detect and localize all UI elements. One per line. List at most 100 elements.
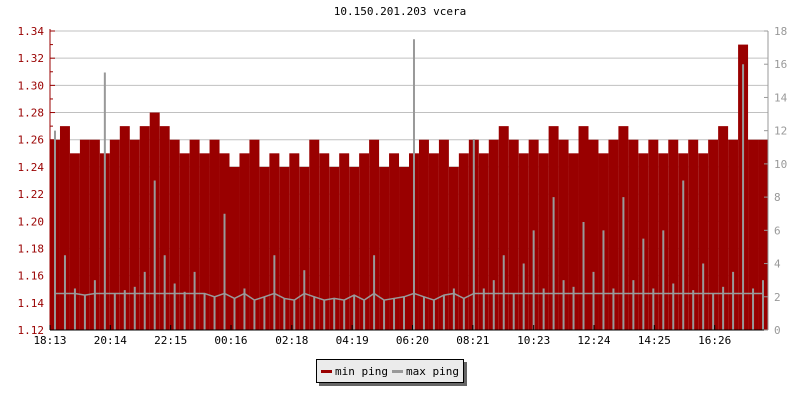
x-tick-label: 14:25	[638, 334, 671, 347]
y-left-tick-label: 1.18	[18, 242, 45, 255]
min-ping-bar	[199, 153, 210, 330]
legend-swatch-min	[321, 369, 332, 373]
min-ping-bar	[688, 139, 699, 330]
y-right-tick-label: 0	[774, 324, 781, 337]
y-right-tick-label: 18	[774, 25, 787, 38]
min-ping-bar	[239, 153, 250, 330]
min-ping-bar	[339, 153, 350, 330]
min-ping-bar	[169, 139, 180, 330]
y-right-tick-label: 10	[774, 158, 787, 171]
y-right-tick-label: 4	[774, 258, 781, 271]
x-tick-label: 20:14	[94, 334, 127, 347]
min-ping-bar	[758, 139, 768, 330]
min-ping-bar	[159, 126, 170, 331]
min-ping-bar	[79, 139, 90, 330]
min-ping-bar	[488, 139, 499, 330]
min-ping-bar	[728, 139, 739, 330]
min-ping-bar	[628, 139, 639, 330]
min-ping-bar	[568, 153, 579, 330]
y-left-tick-label: 1.20	[18, 215, 45, 228]
min-ping-bar	[448, 166, 459, 330]
min-ping-bar	[718, 126, 729, 331]
x-tick-label: 10:23	[517, 334, 550, 347]
min-ping-bar	[259, 166, 270, 330]
min-ping-bar	[588, 139, 599, 330]
y-left-tick-label: 1.22	[18, 188, 45, 201]
min-ping-bar	[69, 153, 80, 330]
y-right-tick-label: 2	[774, 291, 781, 304]
min-ping-bar	[608, 139, 619, 330]
min-ping-bar	[379, 166, 390, 330]
min-ping-bar	[508, 139, 519, 330]
legend: min ping max ping	[316, 359, 464, 383]
min-ping-bar	[179, 153, 190, 330]
x-tick-label: 00:16	[214, 334, 247, 347]
y-right-tick-label: 12	[774, 125, 787, 138]
x-tick-label: 08:21	[456, 334, 489, 347]
min-ping-bar	[478, 153, 489, 330]
min-ping-bar	[558, 139, 569, 330]
min-ping-bar	[119, 126, 130, 331]
legend-item-max: max ping	[391, 364, 459, 378]
min-ping-bar	[418, 139, 429, 330]
min-ping-bar	[139, 126, 150, 331]
min-ping-bar	[89, 139, 100, 330]
y-left-tick-label: 1.16	[18, 270, 45, 283]
min-ping-bar	[269, 153, 280, 330]
y-left-tick-label: 1.26	[18, 134, 45, 147]
min-ping-bar	[698, 153, 709, 330]
legend-item-min: min ping	[321, 365, 388, 378]
min-ping-bar	[538, 153, 549, 330]
min-ping-bar	[458, 153, 469, 330]
x-tick-label: 16:26	[698, 334, 731, 347]
min-ping-bar	[319, 153, 330, 330]
y-right-tick-label: 14	[774, 91, 788, 104]
min-ping-bar	[349, 166, 360, 330]
x-tick-label: 22:15	[154, 334, 187, 347]
y-left-tick-label: 1.30	[18, 79, 45, 92]
min-ping-bar	[518, 153, 529, 330]
min-ping-bar	[289, 153, 300, 330]
x-tick-label: 18:13	[33, 334, 66, 347]
legend-swatch-max	[391, 369, 403, 373]
min-ping-bar	[708, 139, 719, 330]
min-ping-bar	[189, 139, 200, 330]
legend-label-max: max ping	[405, 364, 459, 378]
min-ping-bar	[329, 166, 340, 330]
min-ping-bar	[209, 139, 220, 330]
min-ping-bar	[249, 139, 260, 330]
min-ping-bar	[309, 139, 320, 330]
y-right-tick-label: 8	[774, 191, 781, 204]
min-ping-bar	[229, 166, 240, 330]
min-ping-bar	[399, 166, 409, 330]
min-ping-bar	[279, 166, 290, 330]
x-tick-label: 12:24	[577, 334, 610, 347]
min-ping-bar	[498, 126, 509, 331]
chart-title: 10.150.201.203 vcera	[333, 5, 467, 18]
x-tick-label: 06:20	[396, 334, 429, 347]
min-ping-bar	[59, 126, 70, 331]
y-right-tick-label: 16	[774, 58, 787, 71]
min-ping-bar	[438, 139, 449, 330]
min-ping-bar	[109, 139, 120, 330]
min-ping-bar	[428, 153, 439, 330]
y-left-tick-label: 1.34	[18, 25, 45, 38]
legend-label-min: min ping	[335, 364, 388, 378]
min-ping-bar	[389, 153, 400, 330]
min-ping-bar	[129, 139, 140, 330]
y-left-tick-label: 1.28	[18, 107, 45, 120]
min-ping-bar	[668, 139, 679, 330]
min-ping-bar	[748, 139, 759, 330]
y-left-tick-label: 1.24	[18, 161, 45, 174]
y-left-tick-label: 1.32	[18, 52, 45, 65]
min-ping-bar	[369, 139, 380, 330]
max-ping-line	[54, 292, 764, 301]
x-tick-label: 04:19	[336, 334, 369, 347]
min-ping-bar	[299, 166, 310, 330]
y-left-tick-label: 1.12	[18, 324, 45, 337]
x-tick-label: 02:18	[275, 334, 308, 347]
y-right-tick-label: 6	[774, 224, 781, 237]
min-ping-bar	[648, 139, 659, 330]
